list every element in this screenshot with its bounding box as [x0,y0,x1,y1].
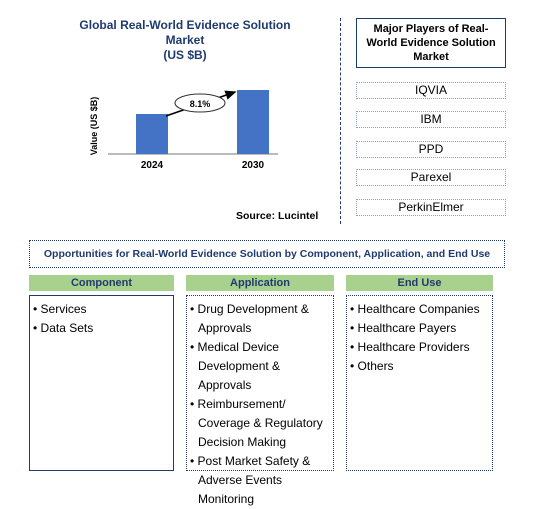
bar-2024 [136,114,168,154]
chart-title: Global Real-World Evidence Solution Mark… [79,18,291,62]
opportunities-title: Opportunities for Real-World Evidence So… [29,240,505,268]
list-item: Data Sets [33,319,171,338]
list-item: Reimbursement/ Coverage & Regulatory Dec… [190,395,331,452]
column-header-application: Application [186,275,334,291]
component-list-box: Services Data Sets [29,295,174,471]
player-item: PPD [356,141,506,158]
list-item: Medical Device Development & Approvals [190,338,331,395]
bar-chart: Value (US $B) 2024 2030 8.1% [89,90,278,171]
cagr-label: 8.1% [190,99,211,109]
cagr-ellipse [174,93,226,113]
list-item: Services [33,300,171,319]
player-item: IBM [356,111,506,128]
y-axis-label: Value (US $B) [89,97,99,156]
x-tick-label: 2024 [141,160,164,171]
players-title: Major Players of Real-World Evidence Sol… [356,18,506,68]
column-header-end-use: End Use [346,275,493,291]
source-label: Source: Lucintel [236,210,319,222]
bar-2030 [237,90,269,154]
player-item: PerkinElmer [356,199,506,216]
x-tick-label: 2030 [242,160,265,171]
column-header-component: Component [29,275,174,291]
list-item: Post Market Safety & Adverse Events Moni… [190,452,331,509]
list-item: Healthcare Providers [350,338,490,357]
vertical-divider [340,18,341,224]
list-item: Drug Development & Approvals [190,300,331,338]
end-use-list-box: Healthcare Companies Healthcare Payers H… [346,295,493,471]
player-item: IQVIA [356,82,506,99]
player-item: Parexel [356,169,506,186]
list-item: Others [350,357,490,376]
list-item: Healthcare Payers [350,319,490,338]
application-list-box: Drug Development & Approvals Medical Dev… [186,295,334,506]
list-item: Healthcare Companies [350,300,490,319]
